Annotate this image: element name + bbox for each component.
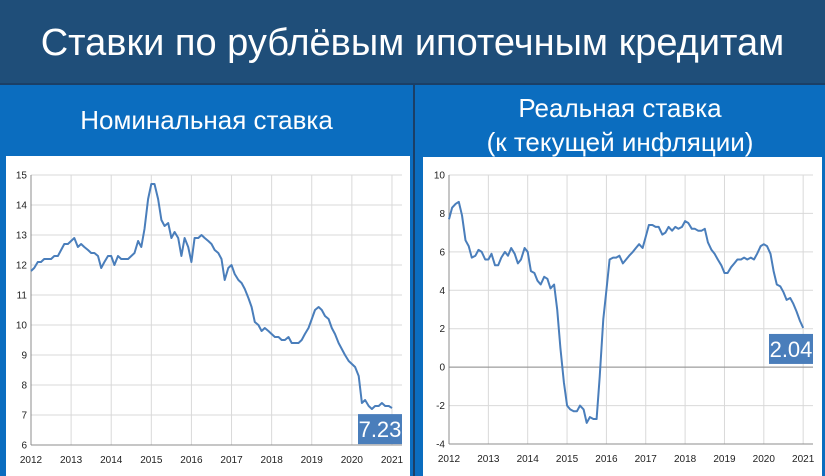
- real-x-tick-label: 2014: [517, 454, 540, 465]
- nominal-rate-panel: Номинальная ставка 6 7 8 9 10 11 12 13 14 15 2012 2…: [0, 85, 413, 476]
- real-rate-heading-line2: (к текущей инфляции): [486, 127, 754, 157]
- nominal-y-tick-label: 14: [16, 201, 28, 212]
- real-y-tick-label: -2: [436, 401, 445, 412]
- real-x-tick-label: 2016: [595, 454, 618, 465]
- nominal-x-tick-label: 2018: [261, 455, 284, 466]
- nominal-y-tick-label: 10: [16, 321, 28, 332]
- nominal-series-line: [30, 183, 393, 410]
- real-x-tick-label: 2018: [674, 454, 697, 465]
- real-y-tick-label: 2: [439, 324, 445, 335]
- nominal-y-tick-label: 6: [21, 441, 27, 452]
- real-x-tick-label: 2019: [713, 454, 736, 465]
- real-x-tick-label: 2021: [792, 454, 815, 465]
- nominal-y-tick-label: 8: [21, 381, 27, 392]
- real-x-tick-label: 2013: [477, 454, 500, 465]
- nominal-x-tick-label: 2020: [341, 455, 364, 466]
- real-x-tick-label: 2020: [753, 454, 776, 465]
- real-y-tick-label: 10: [434, 171, 446, 182]
- real-rate-chart-svg: -4 -2 0 2 4 6 8 10 2012 2013 2014 2015 2016 2017 2018 2…: [434, 171, 815, 466]
- nominal-y-tick-label: 9: [21, 351, 27, 362]
- page-title: Ставки по рублёвым ипотечным кредитам: [40, 22, 785, 64]
- panel-divider: [413, 85, 415, 476]
- real-rate-chart: -4 -2 0 2 4 6 8 10 2012 2013 2014 2015 2016 2017 2018 2…: [423, 157, 822, 476]
- real-y-tick-label: 0: [439, 363, 445, 374]
- real-y-tick-label: 4: [439, 286, 445, 297]
- nominal-x-tick-label: 2015: [140, 455, 163, 466]
- nominal-y-tick-label: 11: [17, 291, 28, 302]
- nominal-rate-heading: Номинальная ставка: [80, 105, 333, 135]
- real-x-tick-label: 2015: [556, 454, 579, 465]
- real-last-value-label: 2.04: [770, 337, 813, 362]
- nominal-rate-chart-svg: 6 7 8 9 10 11 12 13 14 15 2012 2013 2014 2015 2016 2017…: [16, 171, 404, 467]
- nominal-x-tick-label: 2013: [60, 455, 83, 466]
- nominal-y-tick-label: 12: [16, 261, 28, 272]
- nominal-x-tick-label: 2021: [381, 455, 404, 466]
- real-rate-heading: Реальная ставка (к текущей инфляции): [415, 91, 825, 159]
- real-series-line: [448, 200, 805, 424]
- nominal-x-tick-label: 2017: [220, 455, 243, 466]
- real-rate-panel: Реальная ставка (к текущей инфляции) -4-…: [415, 85, 825, 476]
- real-y-tick-label: -4: [436, 440, 445, 451]
- nominal-y-tick-label: 15: [16, 171, 28, 182]
- nominal-x-tick-label: 2016: [180, 455, 203, 466]
- nominal-x-tick-label: 2014: [100, 455, 123, 466]
- title-bar: [0, 0, 825, 83]
- real-y-tick-label: 8: [439, 209, 445, 220]
- real-x-tick-label: 2017: [635, 454, 658, 465]
- nominal-y-tick-label: 7: [21, 411, 27, 422]
- nominal-x-tick-label: 2012: [20, 455, 43, 466]
- title-separator: [0, 83, 825, 85]
- real-rate-heading-line1: Реальная ставка: [518, 93, 722, 123]
- nominal-x-tick-label: 2019: [301, 455, 324, 466]
- nominal-last-value-label: 7.23: [359, 417, 402, 442]
- nominal-y-tick-label: 13: [16, 231, 28, 242]
- nominal-rate-chart: 6 7 8 9 10 11 12 13 14 15 2012 2013 2014 2015 2016 2017…: [6, 156, 410, 476]
- real-last-value-badge: [769, 333, 813, 364]
- real-y-tick-label: 6: [439, 247, 445, 258]
- nominal-last-value-badge: [358, 414, 402, 445]
- real-x-tick-label: 2012: [438, 454, 461, 465]
